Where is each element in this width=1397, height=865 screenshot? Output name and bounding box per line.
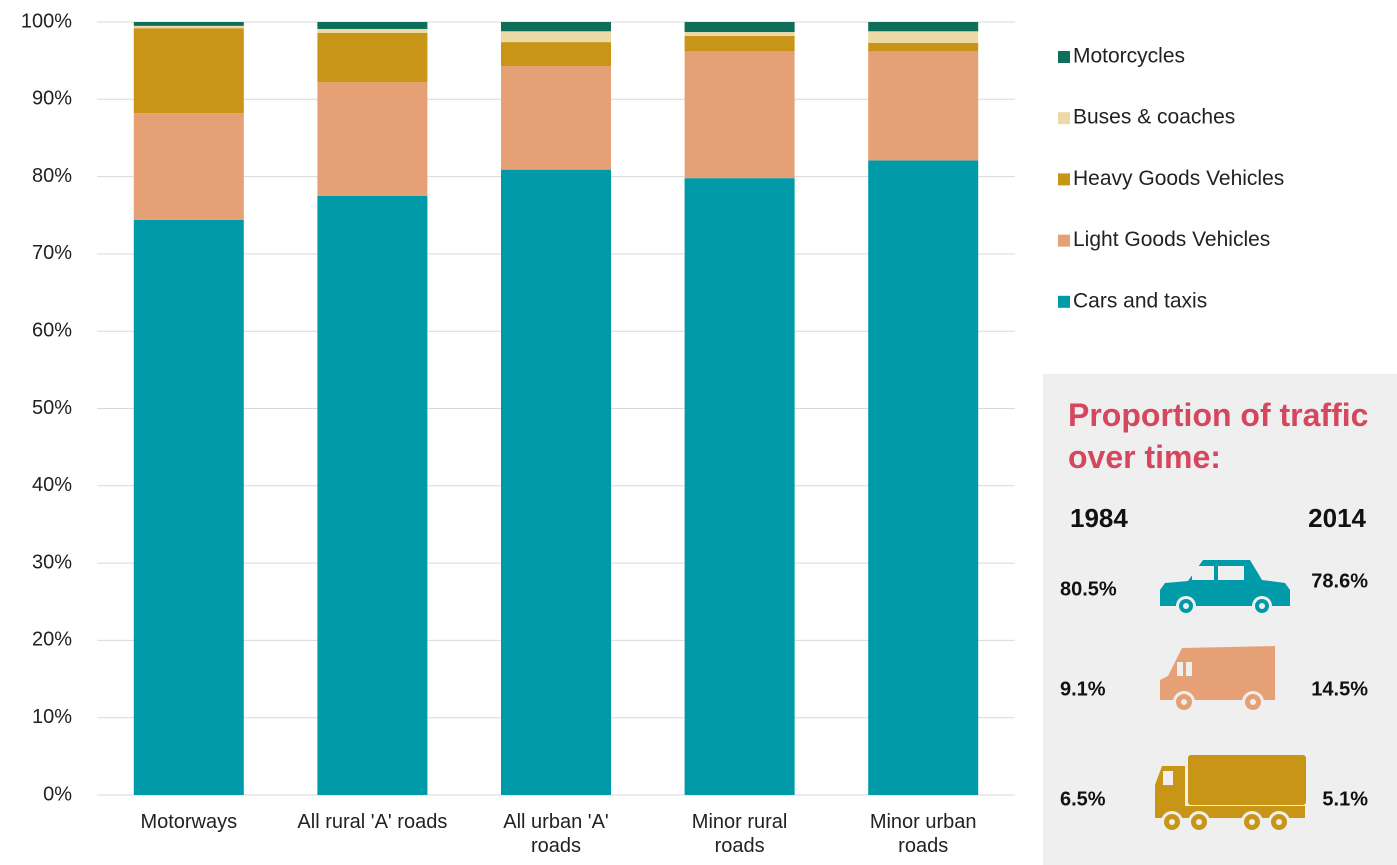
- bar-segment: [501, 31, 611, 43]
- legend-swatch: [1058, 173, 1070, 186]
- bar-segment: [133, 28, 244, 114]
- y-tick-label: 20%: [32, 629, 72, 651]
- car-icon: [1160, 560, 1290, 616]
- bar-segment: [684, 22, 795, 33]
- y-tick-label: 60%: [32, 319, 72, 341]
- bar-segment: [317, 32, 428, 83]
- bar-segment: [868, 160, 979, 795]
- bar-segment: [133, 22, 244, 26]
- bar-segment: [501, 22, 611, 32]
- legend-label: Motorcycles: [1073, 45, 1185, 68]
- bar-segment: [501, 66, 611, 170]
- bar-segment: [317, 28, 428, 33]
- bar-segment: [317, 82, 428, 196]
- y-tick-label: 10%: [32, 706, 72, 728]
- bar-segment: [133, 25, 244, 29]
- x-tick-label: Motorways: [140, 811, 238, 833]
- truck-icon: [1155, 755, 1306, 833]
- bar-segment: [684, 35, 795, 52]
- legend-label: Heavy Goods Vehicles: [1073, 167, 1284, 190]
- bar-segment: [317, 22, 428, 29]
- bar-segment: [868, 51, 979, 161]
- y-tick-label: 40%: [32, 474, 72, 496]
- bar-segment: [501, 169, 611, 795]
- legend-swatch: [1058, 234, 1070, 247]
- bar-segment: [868, 42, 979, 52]
- bar-segment: [317, 195, 428, 796]
- y-tick-label: 0%: [43, 783, 72, 805]
- y-tick-label: 70%: [32, 242, 72, 264]
- year-label: 2014: [1308, 503, 1366, 533]
- legend-swatch: [1058, 295, 1070, 308]
- legend-label: Buses & coaches: [1073, 106, 1235, 129]
- bar-segment: [684, 32, 795, 36]
- share-2014: 14.5%: [1311, 678, 1368, 700]
- legend-label: Cars and taxis: [1073, 289, 1207, 312]
- share-2014: 5.1%: [1322, 788, 1368, 810]
- share-2014: 78.6%: [1311, 570, 1368, 592]
- y-tick-label: 30%: [32, 551, 72, 573]
- bar-segment: [868, 31, 979, 43]
- x-tick-label: Minor urban roads: [869, 811, 977, 857]
- van-icon: [1160, 646, 1275, 713]
- legend-swatch: [1058, 51, 1070, 63]
- x-tick-label: Minor rural roads: [691, 811, 788, 857]
- legend-swatch: [1058, 112, 1070, 125]
- bar-segment: [684, 51, 795, 179]
- x-tick-label: All rural 'A' roads: [297, 811, 448, 833]
- bar-segment: [684, 178, 795, 795]
- bar-segment: [133, 219, 244, 795]
- share-1984: 9.1%: [1060, 678, 1106, 700]
- y-tick-label: 90%: [32, 88, 72, 110]
- x-tick-label: All urban 'A' roads: [503, 811, 609, 857]
- share-1984: 6.5%: [1060, 788, 1106, 810]
- panel-title: Proportion of traffic over time:: [1068, 397, 1369, 475]
- legend-label: Light Goods Vehicles: [1073, 228, 1270, 251]
- share-1984: 80.5%: [1060, 578, 1117, 600]
- y-tick-label: 80%: [32, 165, 72, 187]
- bar-segment: [868, 22, 979, 32]
- bar-segment: [133, 113, 244, 220]
- bar-segment: [501, 42, 611, 67]
- y-tick-label: 100%: [21, 10, 72, 32]
- y-tick-label: 50%: [32, 397, 72, 419]
- year-label: 1984: [1070, 503, 1128, 533]
